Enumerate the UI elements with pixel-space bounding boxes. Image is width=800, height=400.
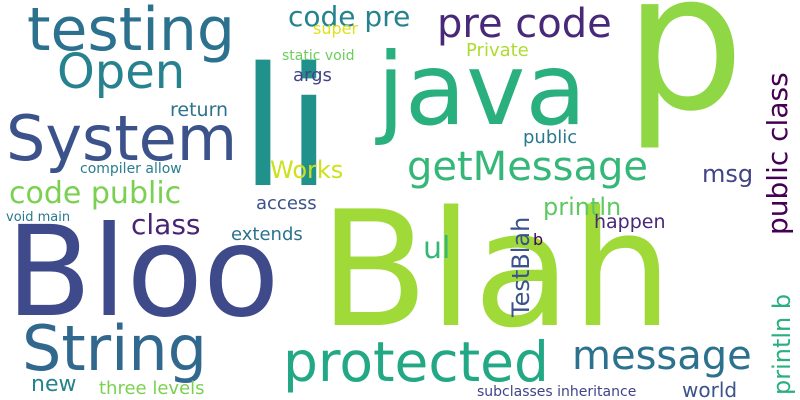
word-args: args [293, 65, 332, 86]
word-class: class [131, 208, 201, 241]
word-compiler-allow: compiler allow [80, 161, 182, 177]
word-message: message [572, 333, 752, 379]
word-li: li [240, 32, 332, 224]
word-system: System [6, 102, 238, 175]
word-open: Open [57, 44, 186, 100]
word-pre-code: pre code [437, 1, 612, 47]
word-b: b [533, 230, 544, 249]
word-three-levels: three levels [99, 378, 205, 399]
word-ul: ul [423, 231, 451, 266]
word-works: Works [270, 156, 344, 184]
word-happen: happen [594, 211, 666, 233]
word-blah: Blah [319, 176, 673, 363]
word-code-pre: code pre [288, 0, 411, 33]
word-new: new [31, 372, 77, 397]
word-extends: extends [231, 224, 303, 245]
word-access: access [256, 193, 317, 214]
word-return: return [170, 99, 229, 121]
word-public-class: public class [761, 72, 794, 235]
word-java: java [377, 31, 587, 148]
word-subclasses-inheritance: subclasses inheritance [477, 384, 637, 400]
word-getmessage: getMessage [407, 144, 648, 190]
word-protected: protected [283, 330, 549, 394]
word-code-public: code public [9, 176, 182, 211]
word-static-void: static void [282, 48, 355, 64]
word-string: String [22, 312, 208, 385]
word-super: super [313, 19, 359, 38]
word-println: println [543, 193, 622, 221]
word-testblah: TestBlah [507, 216, 535, 317]
word-void-main: void main [6, 210, 71, 225]
word-println-b: println b [768, 293, 796, 395]
word-public: public [523, 127, 578, 148]
word-testing: testing [27, 0, 236, 65]
word-bloo: Bloo [6, 200, 280, 345]
word-world: world [682, 378, 738, 400]
word-p: p [624, 0, 745, 153]
word-msg: msg [702, 160, 754, 188]
word-private: Private [466, 40, 529, 61]
